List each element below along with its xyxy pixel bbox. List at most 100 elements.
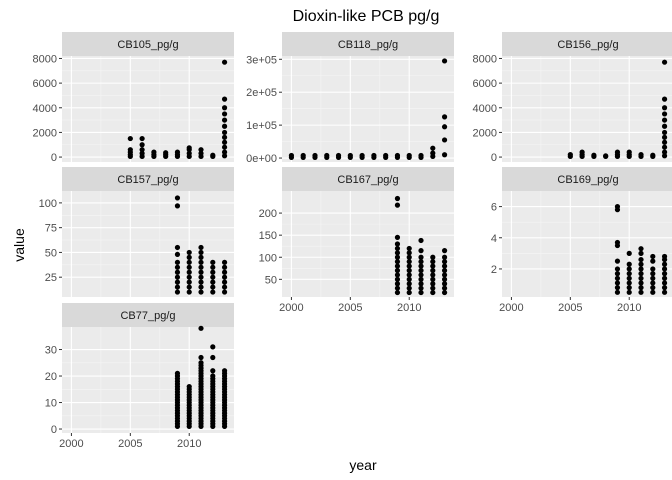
data-point bbox=[430, 254, 436, 260]
data-point bbox=[198, 264, 204, 270]
data-point bbox=[394, 276, 401, 282]
data-point bbox=[210, 284, 216, 290]
data-point bbox=[210, 264, 216, 270]
data-point bbox=[186, 279, 192, 285]
data-point bbox=[661, 144, 668, 150]
data-point bbox=[335, 152, 342, 159]
strip-cb167-pg-g bbox=[282, 167, 454, 191]
data-point bbox=[221, 139, 228, 145]
data-point bbox=[221, 264, 228, 270]
data-point bbox=[221, 269, 228, 275]
y-tick-label: 8000 bbox=[33, 53, 57, 65]
data-point bbox=[661, 139, 668, 145]
data-point bbox=[394, 241, 401, 247]
data-point bbox=[614, 258, 621, 264]
data-point bbox=[186, 289, 192, 295]
points-cb77-pg-g bbox=[174, 325, 228, 429]
data-point bbox=[221, 149, 228, 155]
data-point bbox=[186, 249, 192, 256]
data-point bbox=[430, 289, 436, 296]
data-point bbox=[614, 271, 621, 277]
y-tick-label: 4000 bbox=[473, 103, 497, 115]
data-point bbox=[591, 152, 597, 158]
data-point bbox=[210, 373, 216, 379]
data-point bbox=[406, 272, 412, 278]
data-point bbox=[394, 272, 401, 278]
data-point bbox=[406, 285, 412, 291]
x-tick-label: 2005 bbox=[118, 438, 142, 450]
data-point bbox=[174, 279, 181, 285]
data-point bbox=[210, 368, 216, 374]
strip-cb77-pg-g bbox=[62, 303, 234, 327]
y-axis-title: value bbox=[11, 228, 27, 262]
data-point bbox=[661, 59, 668, 65]
panel-background-cb169-pg-g bbox=[502, 191, 672, 297]
chart-title: Dioxin-like PCB pg/g bbox=[293, 8, 440, 25]
data-point bbox=[198, 289, 204, 295]
data-point bbox=[430, 276, 436, 282]
data-point bbox=[186, 264, 192, 270]
data-point bbox=[418, 272, 424, 278]
data-point bbox=[441, 248, 448, 254]
data-point bbox=[288, 152, 295, 159]
y-tick-label: 150 bbox=[259, 230, 277, 242]
data-point bbox=[221, 96, 228, 102]
data-point bbox=[626, 266, 632, 272]
data-point bbox=[347, 152, 353, 159]
data-point bbox=[210, 344, 216, 350]
x-tick-label: 2005 bbox=[558, 302, 582, 314]
y-tick-label: 8000 bbox=[473, 53, 497, 65]
data-point bbox=[638, 261, 644, 267]
data-point bbox=[221, 129, 228, 136]
points-cb157-pg-g bbox=[174, 195, 228, 295]
data-point bbox=[418, 289, 424, 296]
data-point bbox=[430, 150, 436, 156]
data-point bbox=[626, 261, 632, 267]
data-point bbox=[300, 152, 306, 159]
data-point bbox=[661, 96, 668, 102]
data-point bbox=[210, 279, 216, 285]
data-point bbox=[441, 289, 448, 296]
data-point bbox=[603, 153, 609, 159]
data-point bbox=[210, 259, 216, 265]
data-point bbox=[614, 239, 621, 246]
data-point bbox=[661, 117, 668, 123]
y-tick-label: 30 bbox=[45, 345, 57, 357]
data-point bbox=[418, 267, 424, 274]
data-point bbox=[394, 195, 401, 202]
strip-label-cb156-pg-g: CB156_pg/g bbox=[557, 39, 618, 51]
panel-background-cb167-pg-g bbox=[282, 191, 454, 297]
data-point bbox=[394, 285, 401, 291]
data-point bbox=[198, 259, 204, 265]
panel-background-cb157-pg-g bbox=[62, 191, 234, 297]
data-point bbox=[174, 370, 181, 376]
data-point bbox=[174, 269, 181, 275]
facet-panels: CB105_pg/g02000400060008000CB118_pg/g0e+… bbox=[33, 32, 672, 450]
x-tick-label: 2010 bbox=[617, 302, 641, 314]
y-tick-label: 6 bbox=[491, 202, 497, 214]
data-point bbox=[418, 263, 424, 269]
y-tick-label: 2000 bbox=[33, 127, 57, 139]
data-point bbox=[210, 289, 216, 295]
data-point bbox=[441, 152, 448, 158]
data-point bbox=[394, 254, 401, 260]
data-point bbox=[394, 245, 401, 252]
data-point bbox=[418, 254, 424, 260]
data-point bbox=[441, 267, 448, 274]
data-point bbox=[418, 259, 424, 265]
data-point bbox=[626, 250, 632, 256]
data-point bbox=[198, 354, 204, 361]
data-point bbox=[430, 259, 436, 265]
data-point bbox=[198, 360, 204, 366]
data-point bbox=[418, 276, 424, 282]
data-point bbox=[139, 135, 145, 142]
data-point bbox=[186, 384, 192, 390]
data-point bbox=[650, 280, 656, 286]
data-point bbox=[210, 354, 216, 361]
data-point bbox=[210, 269, 216, 275]
panel-cb167-pg-g: CB167_pg/g 50 100 150 200 2000 2005 2010 bbox=[259, 167, 454, 314]
data-point bbox=[221, 59, 228, 65]
data-point bbox=[614, 266, 621, 272]
data-point bbox=[198, 147, 204, 153]
data-point bbox=[430, 272, 436, 278]
